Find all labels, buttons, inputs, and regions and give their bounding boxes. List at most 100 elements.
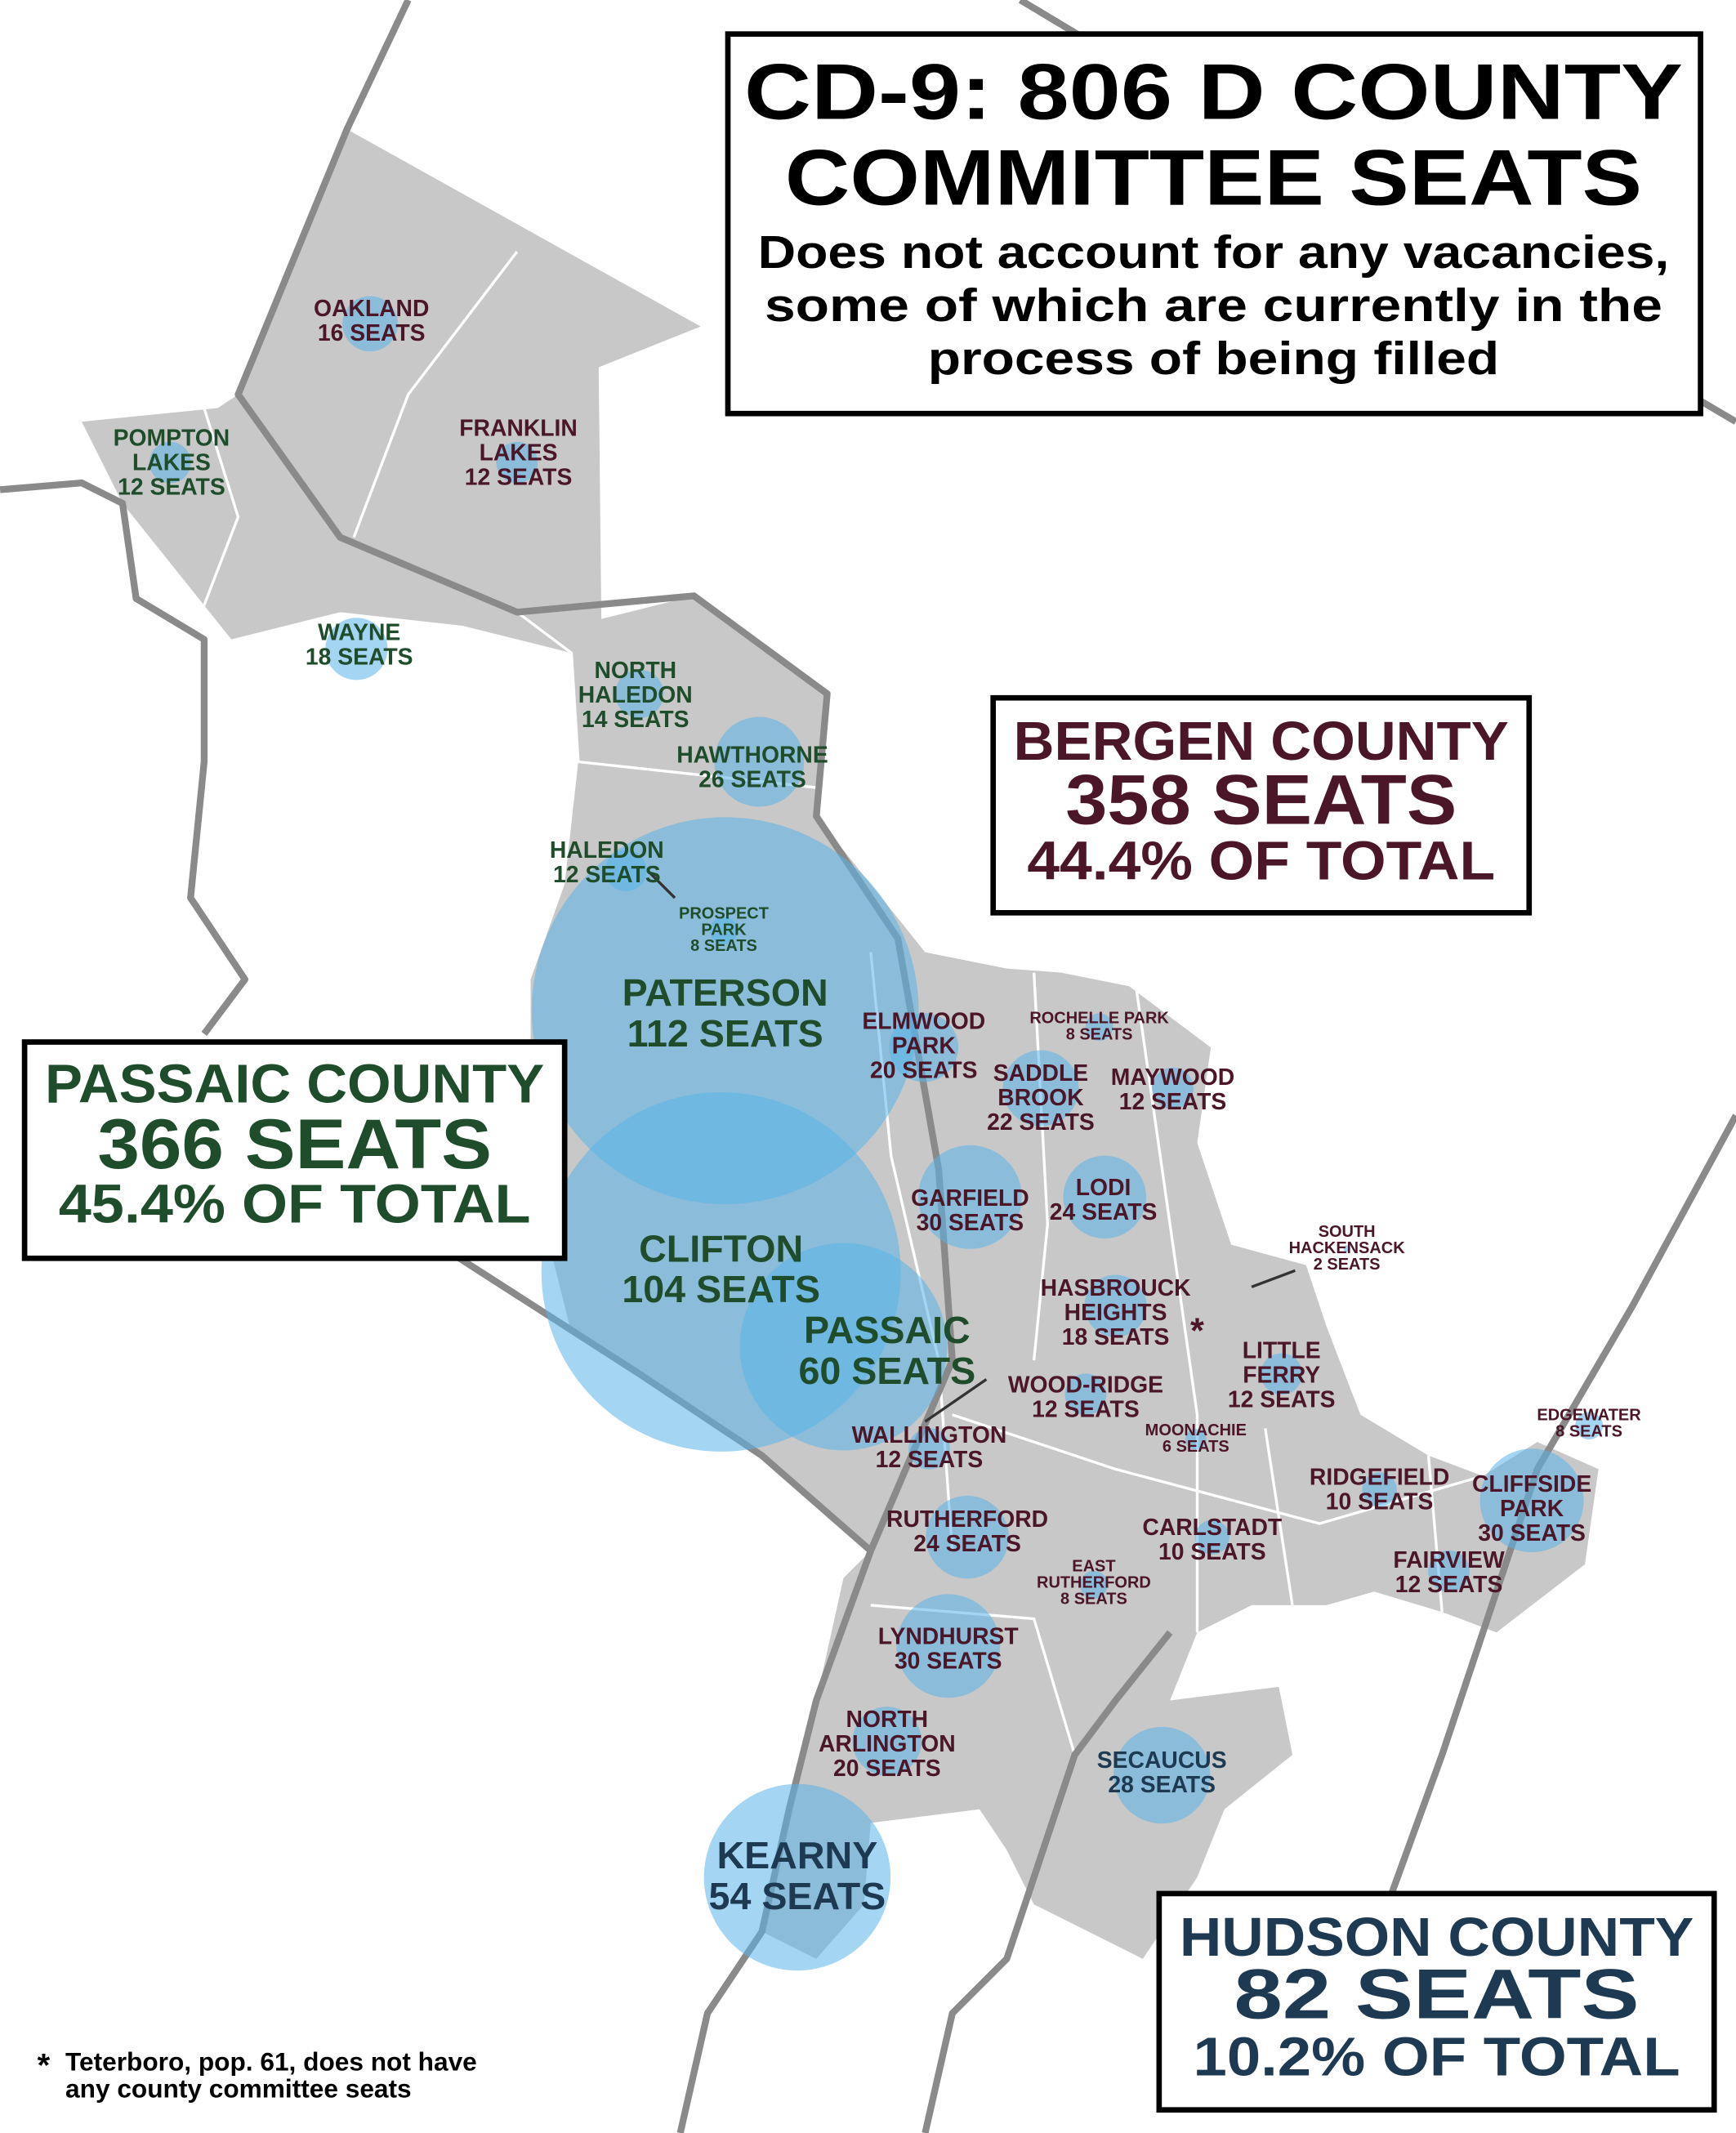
seat-bubble <box>1085 1013 1113 1042</box>
municipality-name: FRANKLIN <box>459 415 578 441</box>
municipality-seats: 16 SEATS <box>318 319 426 346</box>
seat-bubble <box>1261 1353 1303 1395</box>
municipality-name: ROCHELLE PARK <box>1029 1010 1169 1028</box>
municipality-name: RUTHERFORD <box>1037 1574 1151 1592</box>
county-share: 44.4% OF TOTAL <box>1027 832 1495 892</box>
seat-bubble <box>908 1428 950 1470</box>
seat-bubble <box>149 441 191 484</box>
seat-bubble <box>1428 1550 1470 1592</box>
seat-bubble <box>325 618 388 681</box>
municipality-name: LODI <box>1076 1174 1131 1200</box>
municipality-seats: 8 SEATS <box>690 937 757 955</box>
municipality-seats: 12 SEATS <box>1395 1571 1503 1597</box>
footnote: * Teterboro, pop. 61, does not have any … <box>38 2046 477 2103</box>
municipality-seats: 30 SEATS <box>1478 1519 1586 1546</box>
municipality-seats: 12 SEATS <box>118 473 225 499</box>
municipality-name: NORTH <box>846 1706 929 1732</box>
municipality-seats: 60 SEATS <box>798 1350 975 1392</box>
municipality-seats: 20 SEATS <box>870 1057 978 1083</box>
seat-bubble <box>714 716 805 807</box>
municipality-seats: 18 SEATS <box>1062 1323 1170 1350</box>
municipality-name: OAKLAND <box>314 295 429 321</box>
municipality-seats: 112 SEATS <box>627 1012 823 1055</box>
county-seats: 366 SEATS <box>97 1105 492 1184</box>
municipality-name: LITTLE <box>1243 1337 1321 1363</box>
title: CD-9: 806 D COUNTY <box>744 48 1683 136</box>
county-seats: 358 SEATS <box>1065 761 1457 840</box>
seat-bubble <box>1185 1429 1207 1450</box>
municipality-name: BROOK <box>997 1084 1084 1110</box>
seat-bubble <box>1479 1448 1584 1553</box>
municipality-name: KEARNY <box>716 1834 877 1876</box>
municipality-name: HALEDON <box>550 837 664 863</box>
leader-lines <box>649 872 1296 1423</box>
municipality-name: LAKES <box>132 448 211 475</box>
municipality-seats: 10 SEATS <box>1158 1538 1266 1564</box>
municipality-name: ARLINGTON <box>819 1730 956 1756</box>
subtitle: some of which are currently in the <box>765 279 1662 331</box>
municipality-seats: 14 SEATS <box>582 706 689 732</box>
municipality-seats: 8 SEATS <box>1060 1591 1127 1609</box>
municipality-seats: 12 SEATS <box>1228 1386 1336 1412</box>
municipality-name: LAKES <box>480 440 558 466</box>
municipality-seats: 20 SEATS <box>833 1755 941 1781</box>
municipality-name: EAST <box>1072 1558 1115 1576</box>
seat-bubble <box>342 296 398 352</box>
teterboro-marker: * <box>1190 1311 1204 1350</box>
municipality-seats: 30 SEATS <box>917 1209 1024 1235</box>
municipality-name: WALLINGTON <box>852 1421 1007 1448</box>
municipality-name: HALEDON <box>578 681 693 707</box>
seat-bubble <box>703 1783 891 1971</box>
municipality-name: HACKENSACK <box>1289 1239 1406 1257</box>
county-share: 45.4% OF TOTAL <box>59 1174 531 1234</box>
footnote-text: any county committee seats <box>65 2074 412 2104</box>
municipality-seats: 26 SEATS <box>698 765 806 792</box>
title: COMMITTEE SEATS <box>785 134 1642 221</box>
municipality-seats: 22 SEATS <box>987 1109 1095 1135</box>
municipality-name: SOUTH <box>1319 1223 1376 1241</box>
municipality-seats: 18 SEATS <box>306 643 413 669</box>
seat-bubble <box>926 1495 1009 1579</box>
seat-bubble <box>1080 1571 1108 1599</box>
county-name: BERGEN COUNTY <box>1014 712 1509 772</box>
seat-bubble <box>615 669 664 718</box>
municipality-seats: 24 SEATS <box>913 1530 1021 1556</box>
county-share: 10.2% OF TOTAL <box>1193 2027 1680 2087</box>
municipality-name: EDGEWATER <box>1537 1407 1641 1425</box>
seat-bubble <box>1002 1050 1079 1127</box>
municipality-name: RIDGEFIELD <box>1310 1464 1449 1490</box>
seat-bubble <box>531 817 919 1205</box>
municipality-name: PARK <box>1500 1495 1564 1521</box>
municipality-name: HAWTHORNE <box>676 741 828 767</box>
municipality-seats: 12 SEATS <box>1032 1395 1140 1421</box>
municipality-name: NORTH <box>594 657 676 683</box>
municipality-name: MAYWOOD <box>1111 1064 1234 1090</box>
subtitle: process of being filled <box>928 332 1499 384</box>
municipality-seats: 30 SEATS <box>895 1647 1002 1673</box>
municipality-name: WAYNE <box>318 618 400 645</box>
municipality-seats: 8 SEATS <box>1555 1423 1622 1441</box>
county-name: HUDSON COUNTY <box>1180 1908 1694 1968</box>
municipality-seats: 6 SEATS <box>1163 1438 1229 1456</box>
municipality-seats: 28 SEATS <box>1108 1771 1216 1797</box>
municipality-name: GARFIELD <box>911 1185 1029 1211</box>
municipality-seats: 12 SEATS <box>465 464 573 490</box>
county-box <box>1156 1890 1717 2113</box>
municipality-seats: 104 SEATS <box>622 1268 820 1310</box>
municipality-name: SECAUCUS <box>1097 1747 1227 1773</box>
county-name: PASSAIC COUNTY <box>45 1055 544 1115</box>
municipality-name: WOOD-RIDGE <box>1008 1371 1163 1397</box>
seat-bubble <box>917 1145 1022 1249</box>
municipality-seats: 24 SEATS <box>1050 1198 1158 1225</box>
seat-bubble <box>1343 1245 1350 1252</box>
municipality-name: RUTHERFORD <box>886 1506 1048 1532</box>
municipality-name: PASSAIC <box>804 1309 971 1351</box>
municipality-seats: 10 SEATS <box>1326 1488 1434 1514</box>
municipality-name: FERRY <box>1243 1362 1320 1388</box>
municipality-name: PARK <box>892 1033 957 1059</box>
municipality-name: PROSPECT <box>679 904 769 922</box>
seat-bubble <box>496 441 538 484</box>
seat-bubble <box>1575 1412 1603 1440</box>
municipality-name: ELMWOOD <box>862 1008 985 1034</box>
